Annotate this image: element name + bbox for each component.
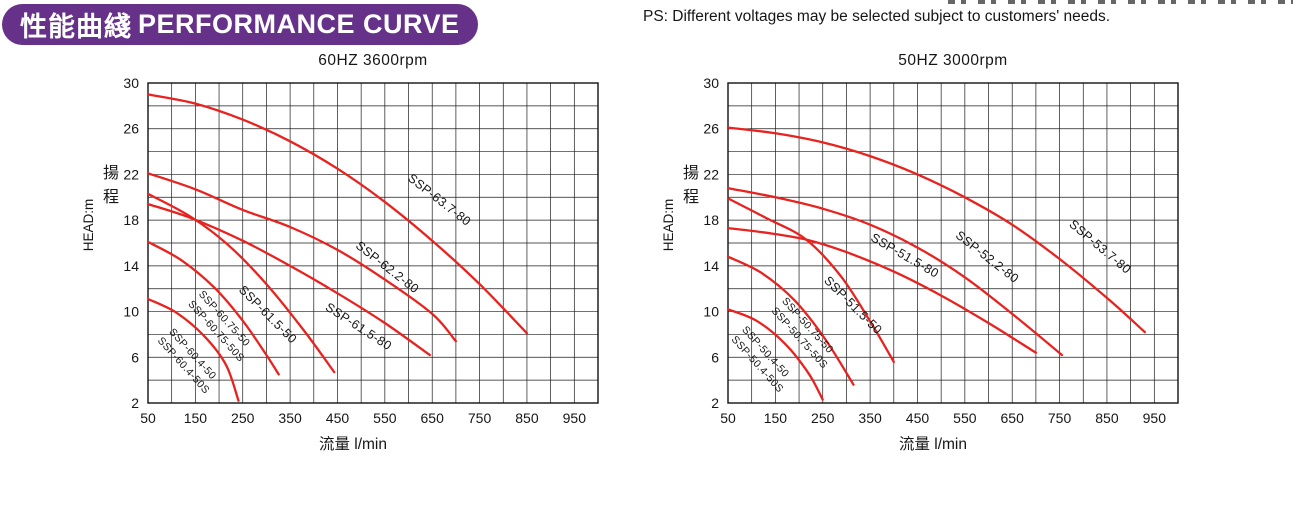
y-tick-label: 22 [123,166,139,182]
y-tick-label: 6 [711,349,719,365]
curve-SSP-62.2-80 [146,172,458,343]
y-axis-title-cn: 揚 [103,164,119,182]
curve-label-SSP-51.5-50: SSP-51.5-50 [821,273,885,337]
ps-voltage-note: PS: Different voltages may be selected s… [643,8,1111,25]
y-tick-label: 10 [703,304,719,320]
x-tick-label: 250 [811,410,835,426]
curve-label-SSP-62.2-80: SSP-62.2-80 [353,238,421,296]
y-axis-title-en: HEAD:m [661,199,676,252]
curve-SSP-52.2-80 [726,186,1064,357]
x-tick-label: 850 [1095,410,1119,426]
y-tick-label: 14 [703,258,719,274]
x-tick-label: 550 [373,410,397,426]
x-tick-label: 50 [720,410,736,426]
x-tick-label: 450 [326,410,350,426]
y-axis-title-cn: 程 [103,188,119,206]
y-axis-title-cn: 揚 [683,164,699,182]
badge-title-english: PERFORMANCE CURVE [138,9,460,39]
curve-label-SSP-53.7-80: SSP-53.7-80 [1066,217,1133,277]
plot-border [727,82,1179,404]
x-tick-label: 150 [184,410,208,426]
curve-SSP-51.5-50 [726,197,895,364]
curve-SSP-60.75-50 [146,240,280,376]
x-tick-label: 850 [515,410,539,426]
x-tick-label: 450 [906,410,930,426]
y-tick-label: 2 [711,395,719,411]
y-tick-label: 22 [703,166,719,182]
x-tick-label: 950 [563,410,587,426]
performance-chart-50hz: 50HZ 3000rpm 30 26 22 18 14 10 6 250 150 250 350 450… [661,52,1179,453]
curve-SSP-61.5-50 [146,192,336,374]
curve-SSP-60.4-50 [146,297,240,402]
performance-chart-60hz: 60HZ 3600rpm 30 26 22 18 14 10 6 250 150 250 350 450… [81,52,599,453]
x-tick-label: 150 [764,410,788,426]
clipped-text-remnant [948,0,1293,4]
x-tick-label: 750 [468,410,492,426]
x-axis-title: 流量 l/min [899,435,967,453]
curve-SSP-50.4-50 [726,308,824,401]
badge-title-chinese: 性能曲綫 [20,12,132,42]
x-tick-label: 950 [1143,410,1167,426]
curve-SSP-53.7-80 [726,126,1146,334]
y-tick-label: 18 [703,212,719,228]
x-tick-label: 250 [231,410,255,426]
y-tick-label: 26 [703,121,719,137]
y-tick-label: 14 [123,258,139,274]
y-axis-title-cn: 程 [683,188,699,206]
performance-curve-badge: 性能曲綫 PERFORMANCE CURVE [2,4,478,45]
y-tick-label: 26 [123,121,139,137]
chart-title: 60HZ 3600rpm [318,52,427,69]
grid-lines [147,82,599,404]
x-tick-label: 750 [1048,410,1072,426]
y-tick-label: 30 [123,75,139,91]
curve-SSP-51.5-80 [726,226,1038,354]
x-tick-label: 650 [421,410,445,426]
chart-title: 50HZ 3000rpm [898,52,1007,69]
y-tick-label: 10 [123,304,139,320]
curve-SSP-50.75-50 [726,255,855,386]
y-tick-label: 2 [131,395,139,411]
y-tick-label: 30 [703,75,719,91]
chart-50hz-figure: 50HZ 3000rpm 30 26 22 18 14 10 6 2 50 150 250 350 450… [660,40,1205,480]
x-tick-label: 350 [278,410,302,426]
y-tick-label: 18 [123,212,139,228]
x-tick-label: 650 [1001,410,1025,426]
x-tick-label: 50 [140,410,156,426]
x-tick-label: 350 [858,410,882,426]
curve-label-SSP-61.5-80: SSP-61.5-80 [323,300,394,353]
y-axis-title-en: HEAD:m [81,199,96,252]
x-tick-label: 550 [953,410,977,426]
chart-60hz-figure: 60HZ 3600rpm 30 26 22 18 14 10 6 2 50 150 250 350 450… [80,40,625,480]
curve-SSP-63.7-80 [146,93,529,335]
x-axis-title: 流量 l/min [319,435,387,453]
y-tick-label: 6 [131,349,139,365]
